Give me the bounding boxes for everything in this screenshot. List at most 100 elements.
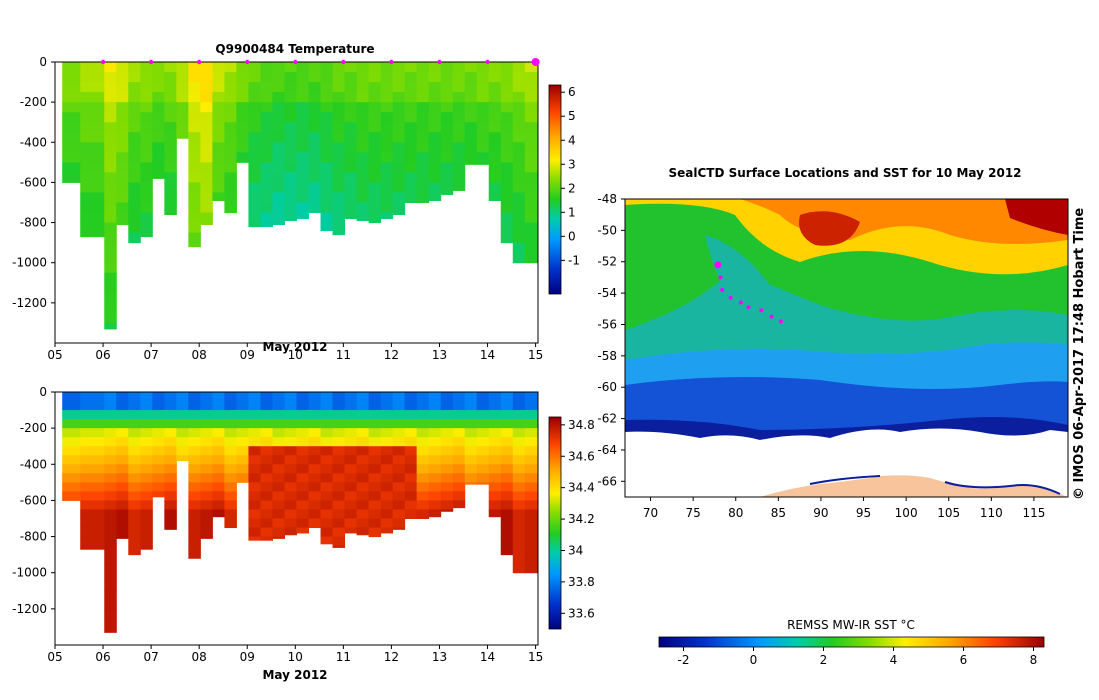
section-cell [212, 142, 225, 153]
section-cell [344, 410, 358, 420]
section-cell [104, 212, 117, 224]
section-cell [62, 473, 81, 483]
section-cell [392, 473, 406, 483]
section-cell [212, 162, 225, 173]
section-cell [296, 102, 310, 113]
section-cell [200, 482, 213, 492]
section-cell [260, 491, 273, 501]
section-cell [296, 455, 310, 465]
section-cell [248, 392, 261, 402]
section-cell [500, 152, 514, 163]
section-cell [104, 252, 117, 264]
section-cell [104, 446, 117, 456]
section-cell [140, 112, 153, 123]
section-cell [236, 62, 249, 73]
section-cell [512, 122, 526, 133]
section-cell [104, 590, 117, 601]
section-cell [392, 410, 406, 420]
section-cell [332, 102, 346, 113]
section-cell [500, 112, 514, 123]
section-cell [356, 437, 370, 447]
section-cell [116, 72, 129, 83]
section-cell [224, 518, 237, 529]
section-cell [188, 232, 201, 244]
section-cell [224, 92, 237, 103]
section-cell [380, 152, 394, 163]
copyright-side-text: © IMOS 06-Apr-2017 17:48 Hobart Time [1072, 208, 1087, 500]
section-cell [428, 92, 442, 103]
section-cell [512, 102, 526, 113]
section-cell [260, 464, 273, 474]
section-cell [152, 428, 165, 438]
section-cell [248, 437, 261, 447]
section-cell [500, 102, 514, 113]
section-cell [404, 509, 418, 519]
section-cell [116, 437, 129, 447]
section-cell [476, 455, 490, 465]
section-cell [524, 162, 538, 173]
section-cell [356, 446, 370, 456]
section-cell [320, 536, 334, 545]
section-cell [308, 102, 322, 113]
section-cell [188, 518, 201, 529]
section-cell [332, 232, 346, 236]
section-cell [344, 455, 358, 465]
section-cell [212, 491, 225, 501]
section-cell [188, 152, 201, 163]
section-cell [296, 202, 310, 214]
surface-marker [341, 59, 346, 65]
section-cell [404, 482, 418, 492]
section-cell [248, 162, 261, 173]
section-cell [356, 491, 370, 501]
section-cell [524, 182, 538, 193]
section-cell [476, 82, 490, 93]
section-cell [524, 172, 538, 183]
section-cell [320, 518, 334, 529]
section-cell [308, 152, 322, 163]
section-cell [308, 410, 322, 420]
section-cell [428, 446, 442, 456]
section-cell [392, 455, 406, 465]
section-cell [488, 172, 502, 183]
x-tick-label: 12 [384, 650, 399, 664]
section-cell [524, 527, 538, 538]
x-tick-label: 15 [528, 348, 543, 362]
section-cell [212, 500, 225, 510]
section-cell [428, 102, 442, 113]
section-cell [512, 112, 526, 123]
section-cell [164, 192, 177, 203]
section-cell [224, 72, 237, 83]
section-cell [200, 122, 213, 133]
section-cell [224, 172, 237, 183]
section-cell [332, 500, 346, 510]
section-cell [368, 419, 382, 429]
section-cell [500, 92, 514, 103]
section-cell [272, 112, 285, 123]
section-cell [128, 82, 141, 93]
x-tick-label: 05 [47, 650, 62, 664]
section-cell [512, 172, 526, 183]
section-cell [344, 509, 358, 519]
section-cell [392, 527, 406, 530]
section-cell [224, 491, 237, 501]
section-cell [308, 500, 322, 510]
x-tick-label: 09 [240, 348, 255, 362]
section-cell [104, 464, 117, 474]
x-tick-label: 05 [47, 348, 62, 362]
section-cell [80, 202, 105, 214]
section-cell [176, 122, 189, 133]
section-cell [344, 162, 358, 173]
section-cell [248, 455, 261, 465]
section-cell [440, 182, 454, 193]
section-cell [476, 437, 490, 447]
section-cell [500, 162, 514, 173]
section-cell [188, 482, 201, 492]
section-cell [524, 72, 538, 83]
section-cell [368, 122, 382, 133]
section-cell [476, 482, 490, 485]
section-cell [308, 455, 322, 465]
section-cell [524, 446, 538, 456]
section-cell [344, 142, 358, 153]
section-cell [140, 152, 153, 163]
section-cell [140, 518, 153, 529]
